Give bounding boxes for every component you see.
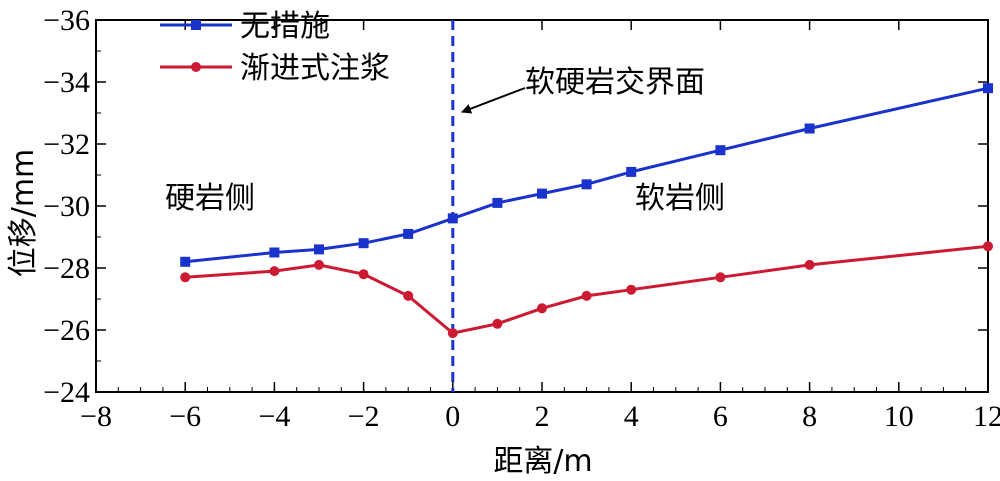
data-point bbox=[358, 238, 369, 249]
y-tick-label: −26 bbox=[43, 314, 90, 347]
data-point bbox=[804, 259, 815, 270]
x-tick-label: −6 bbox=[169, 400, 201, 433]
y-tick-label: −34 bbox=[43, 66, 90, 99]
interface-annotation: 软硬岩交界面 bbox=[525, 65, 705, 100]
data-point bbox=[804, 123, 815, 134]
series-1 bbox=[180, 241, 993, 339]
y-tick-label: −28 bbox=[43, 252, 90, 285]
y-tick-label: −30 bbox=[43, 190, 90, 223]
x-tick-label: 4 bbox=[624, 400, 639, 433]
data-point bbox=[447, 213, 458, 224]
series-0 bbox=[180, 83, 993, 267]
data-point bbox=[626, 166, 637, 177]
data-point bbox=[269, 266, 280, 277]
data-point bbox=[983, 83, 993, 94]
data-point bbox=[403, 228, 414, 239]
series-group bbox=[180, 83, 993, 339]
series-line-0 bbox=[185, 86, 989, 264]
data-point bbox=[358, 269, 369, 280]
x-tick-label: −4 bbox=[258, 400, 290, 433]
y-tick-label: −24 bbox=[43, 376, 90, 409]
data-point bbox=[537, 303, 547, 314]
x-tick-label: 10 bbox=[884, 400, 914, 433]
legend-label-no-measure: 无措施 bbox=[240, 9, 330, 44]
axes: −8 −6 −4 −2 0 2 4 6 8 10 12 −24 −26 −28 −30 −32 −34 −36 bbox=[43, 4, 1000, 433]
x-tick-label: 6 bbox=[713, 400, 728, 433]
y-tick-label: −32 bbox=[43, 128, 90, 161]
soft-rock-side-label: 软岩侧 bbox=[635, 181, 725, 216]
x-tick-label: 0 bbox=[445, 400, 460, 433]
data-point bbox=[581, 290, 592, 301]
data-point bbox=[314, 244, 324, 255]
x-tick-label: 8 bbox=[802, 400, 817, 433]
x-tick-label: 2 bbox=[535, 400, 550, 433]
data-point bbox=[537, 188, 547, 199]
interface-arrow bbox=[461, 87, 526, 114]
data-point bbox=[581, 179, 592, 190]
legend-label-grouting: 渐进式注浆 bbox=[240, 51, 390, 86]
data-point bbox=[180, 256, 191, 267]
x-tick-label: −8 bbox=[80, 400, 112, 433]
data-point bbox=[314, 259, 324, 270]
y-tick-label: −36 bbox=[43, 4, 90, 37]
series-line-1 bbox=[185, 244, 989, 335]
data-point bbox=[983, 241, 993, 252]
legend: 无措施 渐进式注浆 bbox=[160, 9, 390, 86]
hard-rock-side-label: 硬岩侧 bbox=[165, 181, 255, 216]
data-point bbox=[447, 328, 458, 339]
data-point bbox=[180, 272, 191, 283]
legend-marker-grouting bbox=[191, 62, 201, 72]
data-point bbox=[403, 290, 414, 301]
data-point bbox=[492, 197, 503, 208]
data-point bbox=[715, 145, 726, 156]
data-point bbox=[269, 247, 280, 258]
data-point bbox=[492, 318, 503, 329]
x-tick-label: 12 bbox=[973, 400, 1000, 433]
y-axis-label: 位移/mm bbox=[6, 149, 41, 278]
data-point bbox=[715, 272, 726, 283]
legend-marker-no-measure bbox=[191, 20, 201, 30]
x-tick-label: −2 bbox=[348, 400, 380, 433]
x-axis-label: 距离/m bbox=[493, 444, 592, 479]
data-point bbox=[626, 284, 637, 295]
annotations: 软硬岩交界面 硬岩侧 软岩侧 bbox=[165, 65, 725, 216]
